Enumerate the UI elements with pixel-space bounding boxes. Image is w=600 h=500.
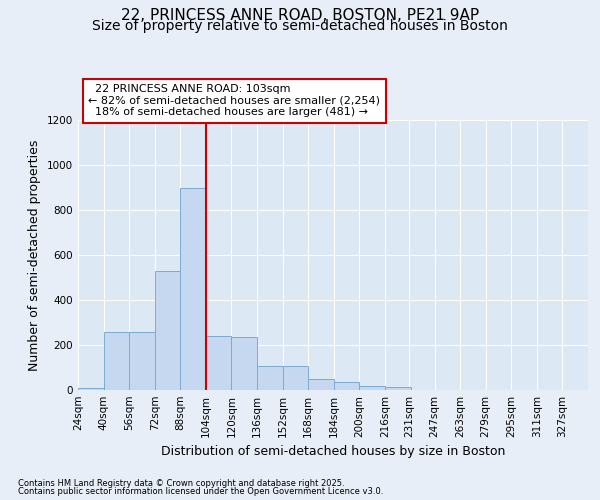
- Bar: [385, 386, 410, 390]
- Text: Contains public sector information licensed under the Open Government Licence v3: Contains public sector information licen…: [18, 487, 383, 496]
- Bar: [257, 366, 283, 390]
- Bar: [308, 379, 334, 390]
- Bar: [334, 382, 359, 390]
- Bar: [129, 332, 155, 390]
- Text: 22, PRINCESS ANNE ROAD, BOSTON, PE21 9AP: 22, PRINCESS ANNE ROAD, BOSTON, PE21 9AP: [121, 8, 479, 22]
- Text: 22 PRINCESS ANNE ROAD: 103sqm
← 82% of semi-detached houses are smaller (2,254)
: 22 PRINCESS ANNE ROAD: 103sqm ← 82% of s…: [88, 84, 380, 117]
- Text: Size of property relative to semi-detached houses in Boston: Size of property relative to semi-detach…: [92, 19, 508, 33]
- X-axis label: Distribution of semi-detached houses by size in Boston: Distribution of semi-detached houses by …: [161, 446, 505, 458]
- Bar: [181, 188, 206, 390]
- Bar: [283, 366, 308, 390]
- Bar: [206, 336, 232, 390]
- Bar: [359, 386, 385, 390]
- Text: Contains HM Land Registry data © Crown copyright and database right 2025.: Contains HM Land Registry data © Crown c…: [18, 478, 344, 488]
- Y-axis label: Number of semi-detached properties: Number of semi-detached properties: [28, 140, 41, 370]
- Bar: [232, 337, 257, 390]
- Bar: [78, 388, 104, 390]
- Bar: [155, 271, 181, 390]
- Bar: [104, 332, 129, 390]
